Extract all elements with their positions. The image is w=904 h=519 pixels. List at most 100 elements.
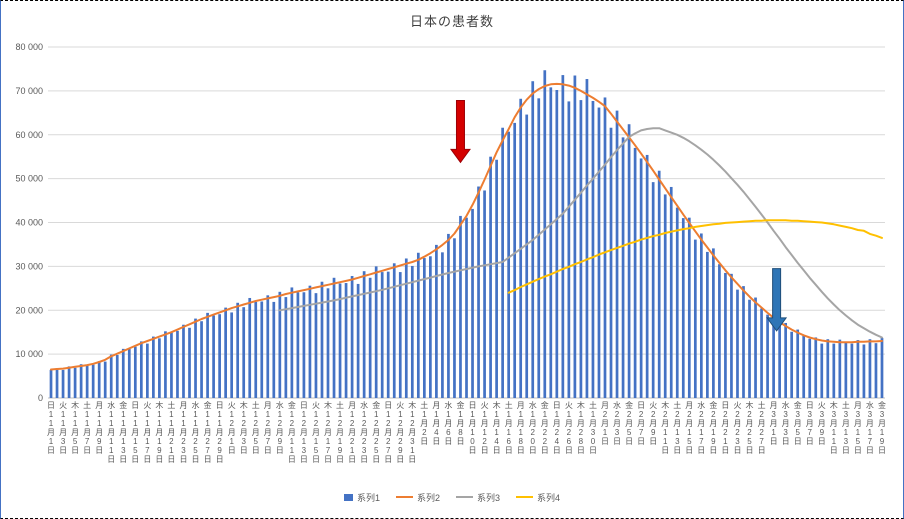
bar <box>429 256 432 398</box>
bar <box>621 137 625 398</box>
x-tick-label: 火 1 1 月 1 7 日 <box>143 401 152 464</box>
y-tick-label: 40 000 <box>15 218 43 228</box>
x-tick-label: 水 1 1 月 1 1 日 <box>107 401 116 464</box>
y-tick-label: 80 000 <box>15 42 43 52</box>
x-tick-label: 金 3 月 1 9 日 <box>878 401 886 455</box>
bar <box>212 315 215 398</box>
bar <box>615 110 619 399</box>
x-tick-label: 木 1 月 2 8 日 <box>576 401 585 455</box>
bar <box>507 131 511 398</box>
legend-item: 系列3 <box>456 491 500 504</box>
bar <box>471 208 474 398</box>
bar <box>152 336 155 398</box>
chart-legend: 系列1 系列2 系列3 系列4 <box>1 490 903 504</box>
bar <box>730 273 733 398</box>
legend-label: 系列3 <box>477 492 501 503</box>
series-line <box>278 127 883 339</box>
bar <box>380 272 384 398</box>
bar <box>453 238 456 398</box>
bar <box>398 272 402 398</box>
x-tick-label: 水 1 月 2 0 日 <box>528 401 537 455</box>
x-tick-label: 土 1 1 月 2 1 日 <box>167 401 176 464</box>
x-tick-label: 金 3 月 5 日 <box>793 401 802 446</box>
x-tick-label: 火 1 2 月 1 日 <box>227 401 236 455</box>
bar <box>386 271 390 398</box>
bar <box>754 297 757 398</box>
bar <box>874 343 878 398</box>
x-tick-label: 日 2 月 2 1 日 <box>721 401 730 455</box>
bar <box>766 314 769 398</box>
bar <box>549 87 553 399</box>
bar <box>194 318 197 398</box>
down-arrow-annotation <box>766 268 788 332</box>
bar <box>838 339 842 398</box>
legend-label: 系列1 <box>356 492 380 503</box>
x-tick-label: 金 1 2 月 2 5 日 <box>372 401 381 464</box>
bar <box>176 330 179 398</box>
bar <box>73 367 77 398</box>
bar <box>736 289 739 398</box>
x-tick-label: 月 1 2 月 2 1 日 <box>348 401 357 464</box>
y-tick-label: 70 000 <box>15 86 43 96</box>
bar <box>790 331 794 398</box>
x-tick-label: 木 1 1 月 1 9 日 <box>155 401 164 464</box>
x-tick-label: 土 2 月 1 3 日 <box>673 401 682 455</box>
bar <box>284 297 288 398</box>
x-tick-label: 金 1 1 月 1 3 日 <box>119 401 128 464</box>
x-tick-label: 木 1 2 月 3 日 <box>239 401 248 455</box>
bar <box>314 293 318 398</box>
x-tick-label: 土 1 月 3 0 日 <box>589 401 597 455</box>
bar <box>121 348 125 398</box>
x-tick-label: 水 3 月 1 7 日 <box>865 401 874 455</box>
legend-line-swatch <box>456 496 473 498</box>
x-tick-label: 木 1 2 月 1 7 日 <box>324 401 332 464</box>
bar <box>772 315 775 398</box>
x-tick-label: 月 1 2 月 7 日 <box>263 401 272 455</box>
bar <box>712 248 715 398</box>
bar <box>272 301 276 398</box>
x-tick-label: 木 2 月 1 1 日 <box>661 401 670 455</box>
bar <box>182 324 185 398</box>
bar <box>669 186 673 398</box>
bar <box>657 170 661 398</box>
x-tick-label: 月 3 月 1 5 日 <box>853 401 862 455</box>
x-tick-label: 金 1 2 月 1 1 日 <box>287 401 296 464</box>
bar <box>633 147 637 398</box>
x-tick-label: 日 2 月 7 日 <box>637 401 646 446</box>
y-tick-label: 60 000 <box>15 130 43 140</box>
bar <box>416 252 420 398</box>
bar <box>585 79 589 398</box>
x-tick-label: 木 2 月 2 5 日 <box>745 401 754 455</box>
bar <box>103 361 107 398</box>
bar <box>724 272 727 398</box>
bar <box>561 75 565 398</box>
legend-item: 系列2 <box>395 491 440 504</box>
bar <box>591 100 595 398</box>
x-tick-label: 日 1 2 月 2 7 日 <box>384 401 393 464</box>
bar <box>850 343 854 398</box>
bar <box>55 368 59 398</box>
bar <box>188 327 191 398</box>
bar <box>374 266 378 399</box>
bar <box>832 343 836 398</box>
bar <box>465 217 468 398</box>
bar <box>320 281 324 398</box>
x-tick-label: 火 1 1 月 3 日 <box>59 401 68 455</box>
down-arrow-annotation <box>449 100 471 164</box>
x-tick-label: 日 1 1 月 2 9 日 <box>215 401 224 464</box>
bar <box>242 307 246 398</box>
x-tick-label: 木 1 月 1 4 日 <box>492 401 501 455</box>
bar <box>224 307 227 398</box>
x-tick-label: 月 3 月 1 日 <box>769 401 778 446</box>
bar <box>200 321 203 398</box>
bar <box>139 341 143 398</box>
y-tick-label: 0 <box>38 393 43 403</box>
bar <box>699 233 703 398</box>
bar <box>164 331 167 398</box>
bar <box>392 263 396 398</box>
x-tick-label: 土 3 月 1 3 日 <box>841 401 850 455</box>
bar <box>513 122 517 399</box>
bar <box>435 244 438 398</box>
x-tick-label: 火 2 月 9 日 <box>649 401 658 446</box>
